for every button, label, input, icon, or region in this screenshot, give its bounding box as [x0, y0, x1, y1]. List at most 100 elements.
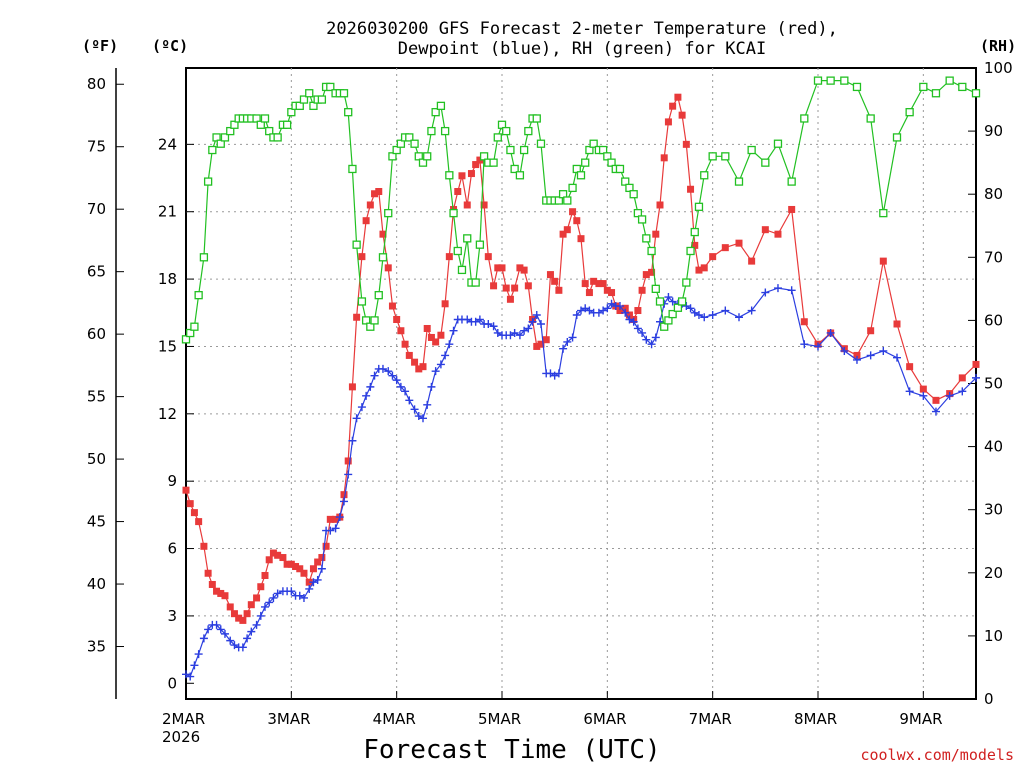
temperature-point	[405, 351, 413, 359]
temperature-point	[506, 295, 514, 303]
dewpoint-point	[309, 578, 318, 587]
temperature-point	[603, 286, 611, 294]
rh-point	[905, 108, 914, 117]
rh-point	[427, 126, 436, 136]
rh-point	[440, 126, 450, 136]
dewpoint-point	[344, 470, 353, 479]
temperature-point	[454, 188, 462, 196]
rh-point	[410, 139, 419, 148]
temperature-point	[348, 383, 356, 391]
dewpoint-point	[594, 308, 603, 317]
chart-title-line-1: 2026030200 GFS Forecast 2-meter Temperat…	[326, 19, 838, 39]
rh-point	[971, 89, 981, 98]
celsius-tick-label: 9	[167, 472, 177, 490]
temperature-point	[480, 201, 488, 209]
temperature-point	[379, 230, 387, 238]
temperature-point	[524, 282, 532, 290]
temperature-point	[411, 358, 419, 366]
date-tick-label: 7MAR	[689, 710, 732, 728]
fahrenheit-tick-label: 45	[87, 513, 106, 531]
rh-line	[185, 79, 977, 340]
dewpoint-point	[226, 636, 235, 645]
rh-point	[352, 240, 361, 249]
rh-point	[747, 145, 756, 155]
temperature-point	[226, 603, 234, 611]
dewpoint-point	[243, 634, 252, 643]
rh-point	[497, 120, 507, 129]
temperature-point	[366, 201, 374, 209]
temperature-point	[599, 280, 607, 288]
temperature-point	[247, 601, 255, 609]
rh-tick-label: 60	[984, 311, 1003, 329]
temperature-point	[638, 286, 646, 294]
temperature-point	[642, 271, 650, 279]
rh-point	[489, 158, 498, 167]
temperature-point	[800, 318, 808, 326]
series-layer	[181, 76, 981, 681]
rh-point	[734, 177, 744, 186]
rh-tick-label: 20	[984, 564, 1003, 582]
dewpoint-point	[603, 304, 612, 313]
dewpoint-point	[773, 284, 782, 293]
temperature-point	[721, 244, 729, 252]
dewpoint-point	[441, 351, 450, 360]
temperature-point	[274, 551, 282, 559]
dewpoint-point	[647, 340, 656, 349]
temperature-point	[682, 140, 690, 148]
rh-point	[339, 89, 349, 98]
temperature-point	[204, 569, 212, 577]
dewpoint-point	[190, 661, 199, 670]
rh-point	[208, 145, 217, 155]
temperature-point	[432, 338, 440, 346]
dewpoint-point	[656, 317, 664, 326]
dewpoint-point	[787, 286, 796, 295]
rh-point	[585, 145, 594, 155]
rh-point	[554, 196, 564, 205]
dewpoint-point	[427, 382, 436, 391]
temperature-point	[230, 610, 238, 618]
dewpoint-point	[563, 337, 572, 346]
dewpoint-point	[893, 353, 901, 362]
rh-point	[475, 240, 485, 249]
temperature-point	[419, 363, 427, 371]
rh-point	[581, 158, 590, 167]
dewpoint-point	[423, 400, 432, 409]
dewpoint-point	[958, 387, 967, 396]
dewpoint-point	[335, 513, 344, 522]
temperature-point	[634, 307, 642, 315]
date-tick-label: 9MAR	[899, 710, 942, 728]
dewpoint-point	[546, 369, 555, 378]
celsius-tick-label: 18	[158, 270, 177, 288]
dewpoint-point	[708, 311, 717, 320]
temperature-point	[700, 264, 708, 272]
dewpoint-point	[694, 311, 703, 320]
dewpoint-point	[690, 308, 699, 317]
dewpoint-line	[185, 287, 977, 678]
dewpoint-point	[599, 306, 608, 315]
dewpoint-point	[287, 587, 296, 596]
dewpoint-point	[866, 351, 875, 360]
temperature-point	[502, 284, 510, 292]
rh-point	[282, 120, 292, 129]
rh-point	[515, 171, 525, 180]
rh-point	[625, 183, 634, 193]
dewpoint-point	[313, 575, 322, 584]
temperature-point	[296, 565, 304, 573]
dewpoint-point	[475, 315, 484, 324]
rh-point	[305, 89, 314, 98]
dewpoint-point	[524, 324, 533, 333]
dewpoint-point	[581, 304, 590, 313]
rh-point	[621, 177, 630, 186]
temperature-point	[353, 313, 361, 321]
dewpoint-point	[554, 369, 563, 378]
celsius-tick-label: 12	[158, 405, 177, 423]
fahrenheit-tick-label: 55	[87, 388, 106, 406]
grid	[186, 68, 976, 699]
rh-point	[558, 190, 568, 199]
x-axis-label: Forecast Time (UTC)	[363, 735, 660, 765]
date-tick-label: 4MAR	[373, 710, 416, 728]
temperature-point	[243, 610, 251, 618]
dewpoint-point	[378, 364, 387, 373]
temperature-point	[326, 515, 334, 523]
temperature-point	[748, 257, 756, 265]
